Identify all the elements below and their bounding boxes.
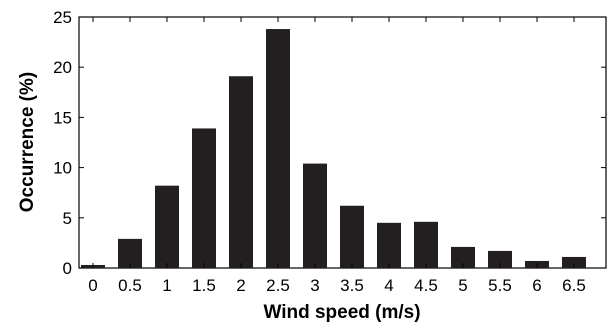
bar-5	[451, 246, 475, 268]
bar-1.5	[192, 128, 216, 268]
bar-5.5	[488, 250, 512, 268]
bar-1	[155, 185, 179, 268]
y-tick-label: 15	[53, 108, 72, 127]
x-ticks-group: 00.511.522.533.544.555.566.57	[88, 17, 607, 295]
x-tick-label: 1.5	[192, 276, 216, 295]
bar-6.5	[562, 256, 586, 268]
x-tick-label: 6.5	[562, 276, 586, 295]
x-tick-label: 0	[88, 276, 97, 295]
bar-2	[229, 76, 253, 269]
bar-3	[303, 163, 327, 268]
x-tick-label: 0.5	[118, 276, 142, 295]
y-axis-label: Occurrence (%)	[17, 72, 38, 212]
x-tick-label: 4.5	[414, 276, 438, 295]
y-tick-label: 5	[63, 209, 72, 228]
x-tick-label: 5.5	[488, 276, 512, 295]
y-tick-label: 20	[53, 58, 72, 77]
y-ticks-group: 0 5 10 15 20 25	[53, 8, 606, 278]
x-tick-label: 2	[236, 276, 245, 295]
bar-3.5	[340, 205, 364, 268]
x-axis-label: Wind speed (m/s)	[263, 302, 420, 323]
bar-4.5	[414, 221, 438, 268]
x-tick-label: 4	[384, 276, 393, 295]
x-tick-label: 3	[310, 276, 319, 295]
bar-2.5	[266, 29, 290, 268]
x-tick-label: 2.5	[266, 276, 290, 295]
y-tick-label: 25	[53, 8, 72, 27]
x-tick-label: 1	[162, 276, 171, 295]
x-tick-label: 6	[532, 276, 541, 295]
y-tick-label: 10	[53, 159, 72, 178]
x-tick-label: 5	[458, 276, 467, 295]
bars-group	[81, 29, 586, 269]
x-tick-label: 3.5	[340, 276, 364, 295]
bar-4	[377, 222, 401, 268]
y-tick-label: 0	[63, 259, 72, 278]
